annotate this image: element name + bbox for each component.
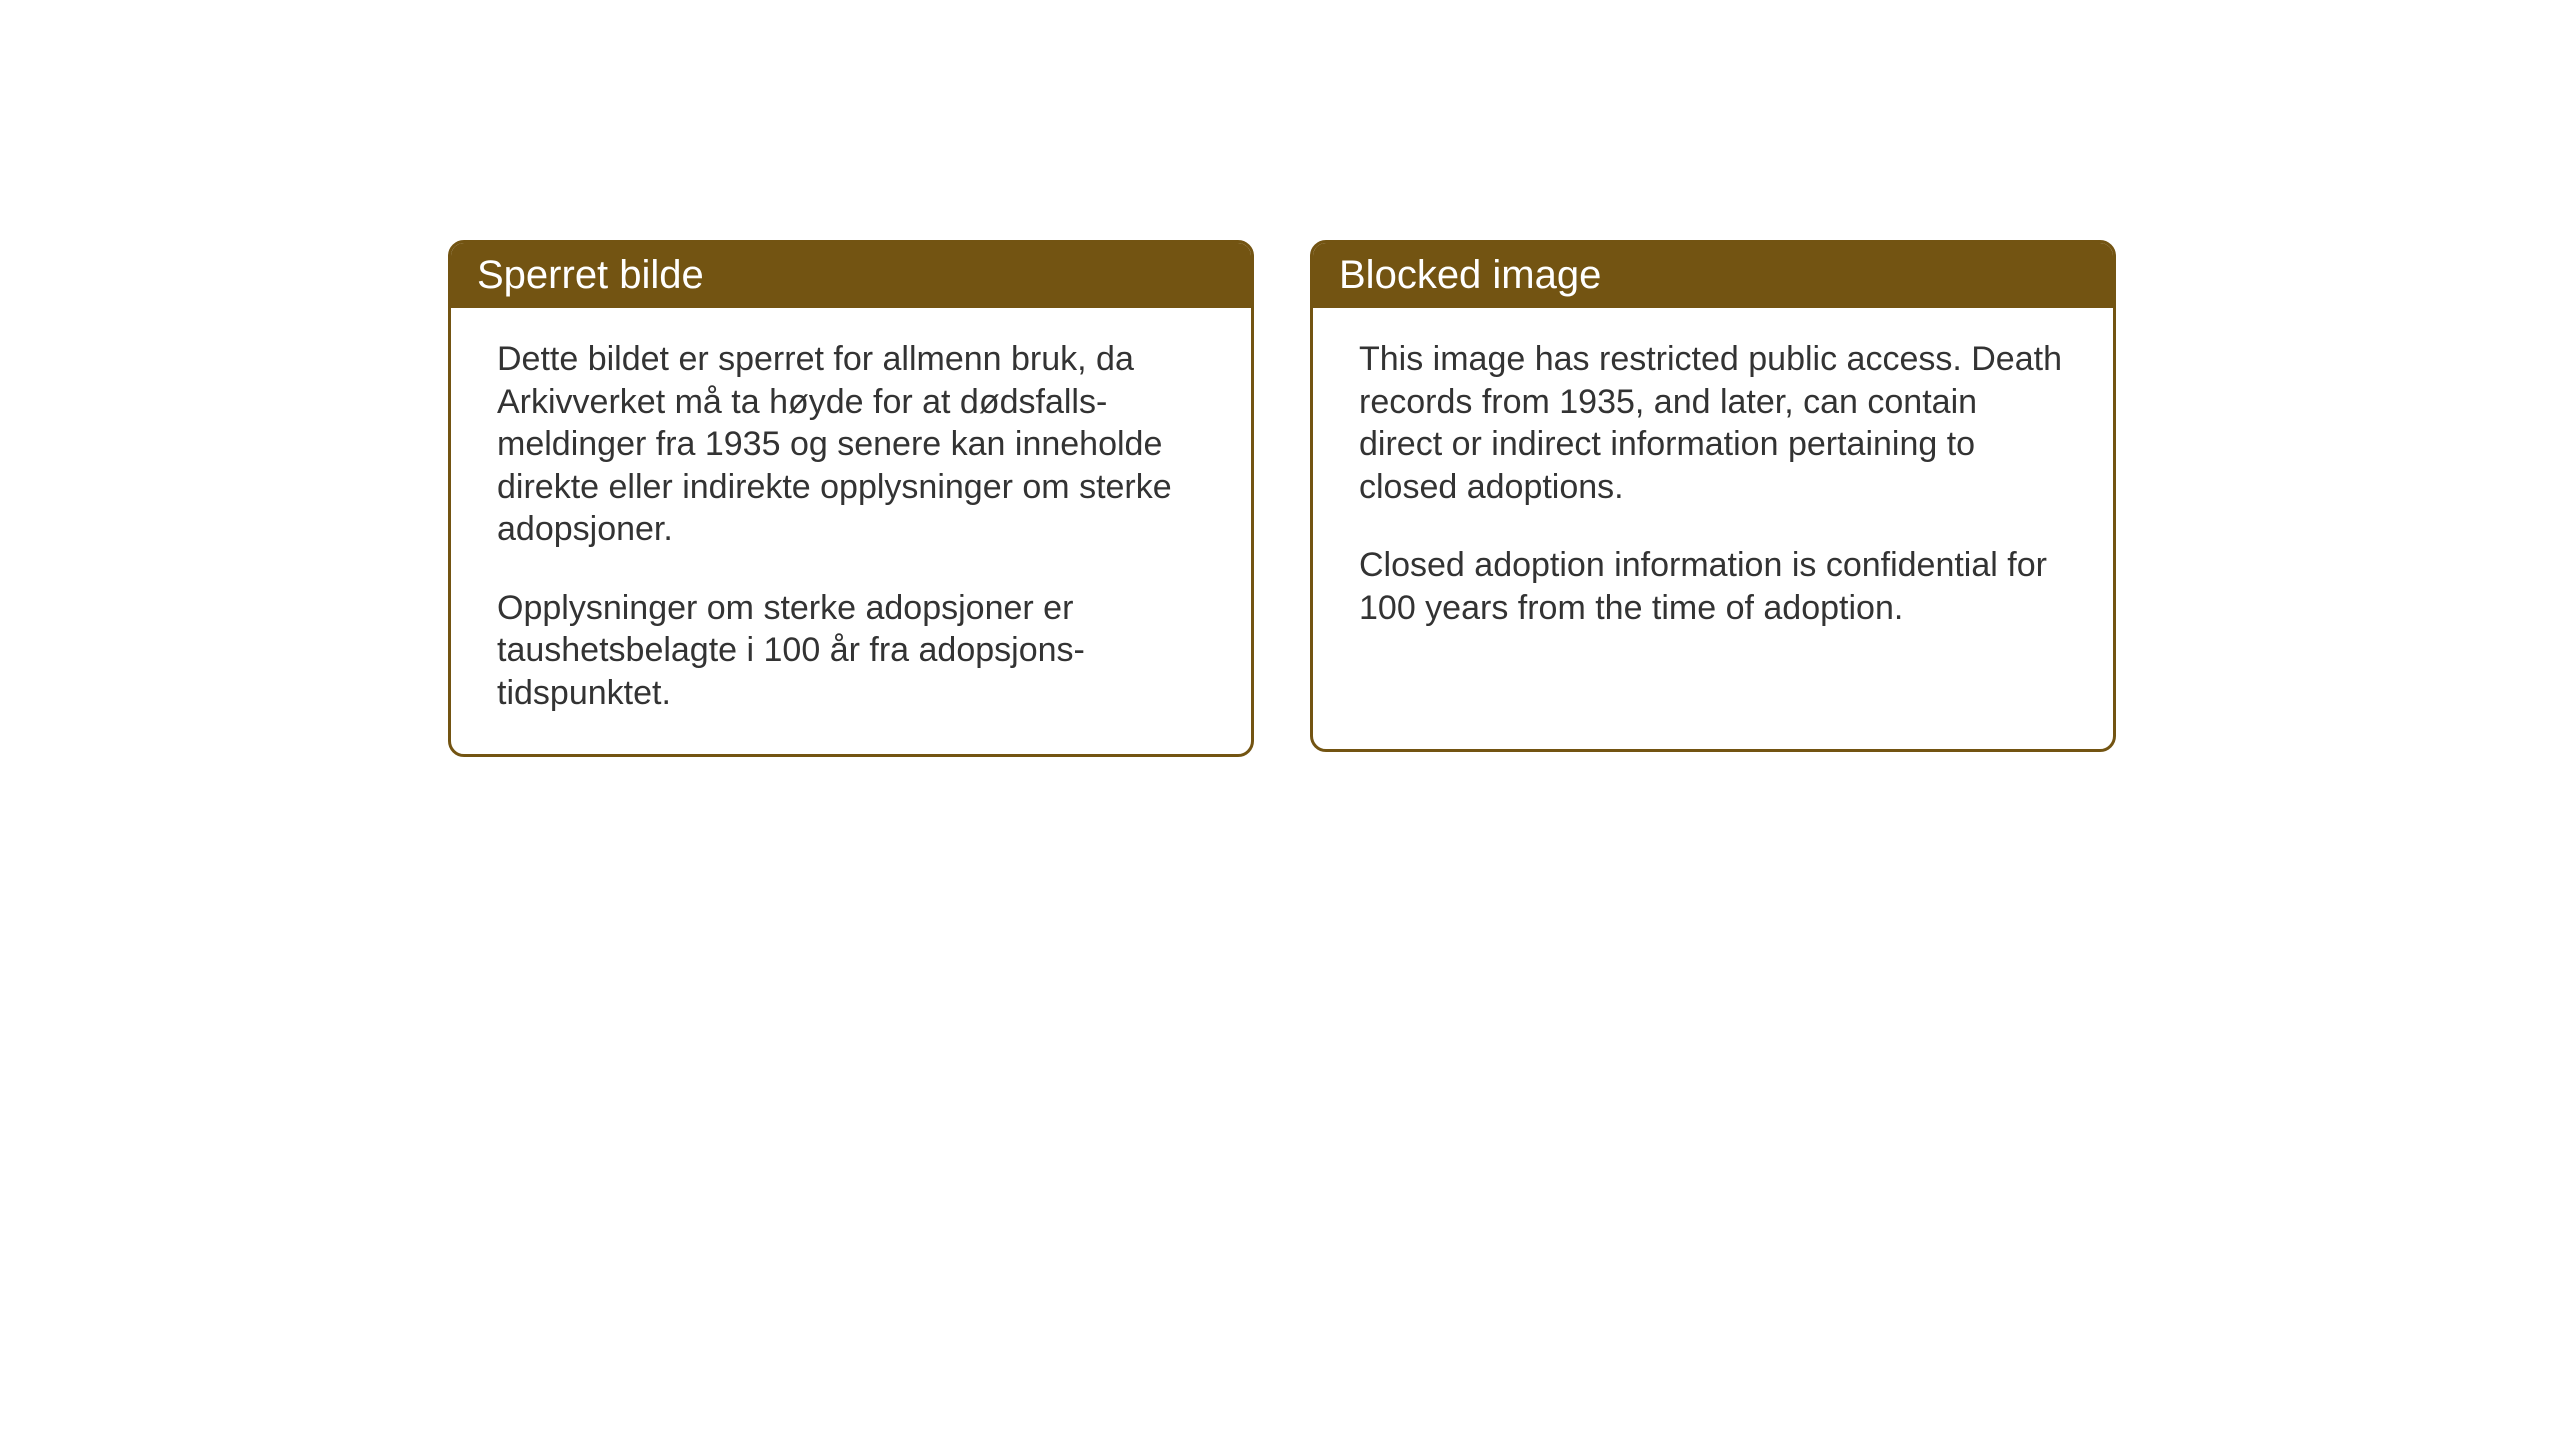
card-body-english: This image has restricted public access.… <box>1313 308 2113 669</box>
card-paragraph: This image has restricted public access.… <box>1359 338 2067 508</box>
card-title-english: Blocked image <box>1313 243 2113 308</box>
card-paragraph: Closed adoption information is confident… <box>1359 544 2067 629</box>
notice-card-english: Blocked image This image has restricted … <box>1310 240 2116 752</box>
card-body-norwegian: Dette bildet er sperret for allmenn bruk… <box>451 308 1251 754</box>
card-paragraph: Opplysninger om sterke adopsjoner er tau… <box>497 587 1205 715</box>
notice-card-norwegian: Sperret bilde Dette bildet er sperret fo… <box>448 240 1254 757</box>
card-title-norwegian: Sperret bilde <box>451 243 1251 308</box>
card-paragraph: Dette bildet er sperret for allmenn bruk… <box>497 338 1205 551</box>
notice-cards-container: Sperret bilde Dette bildet er sperret fo… <box>448 240 2116 757</box>
